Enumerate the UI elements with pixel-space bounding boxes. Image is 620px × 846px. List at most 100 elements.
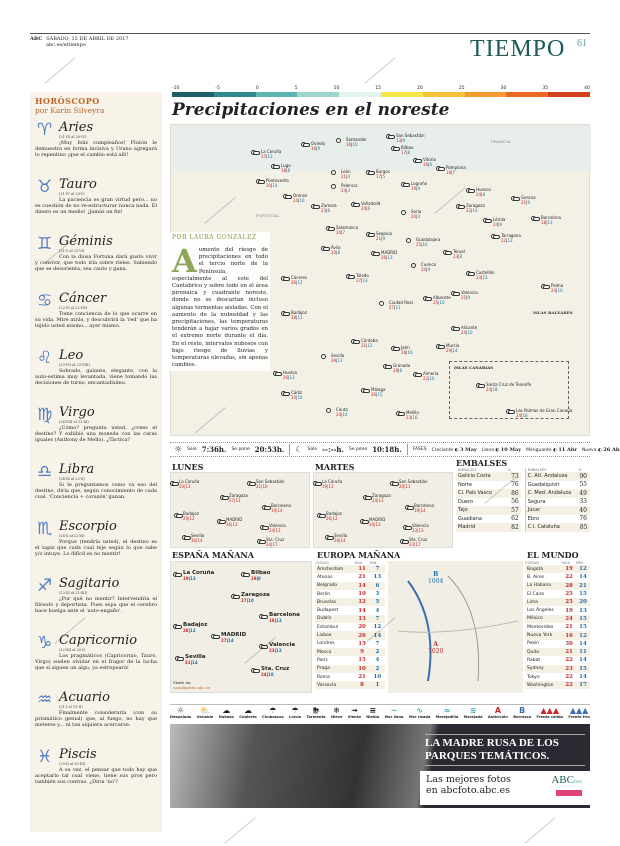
- cloud-shape: [513, 197, 520, 201]
- reservoirs-title: EMBALSES: [456, 458, 508, 468]
- city-temps: 29|14: [446, 348, 458, 353]
- min-temp: 8: [459, 254, 462, 259]
- map-city: Melilla 23|16: [406, 410, 419, 420]
- city-name: Zamora: [321, 203, 337, 208]
- sign-text: Con la diosa Fortuna dará gusto vivir y …: [35, 254, 157, 273]
- legend-item: A Anticiclón: [488, 706, 508, 722]
- city-name: Belgrado: [315, 581, 355, 590]
- table-row: Londres 15 7: [315, 640, 385, 648]
- scale-tick-label: 5: [294, 86, 298, 91]
- city-name: MADRID: [369, 517, 386, 522]
- partly-cloudy-icon: [456, 204, 465, 209]
- cloud-shape: [258, 180, 265, 184]
- reservoir-pct: 76: [511, 481, 519, 489]
- city-temps: 16|7: [446, 170, 455, 175]
- min-temp: 3: [375, 591, 380, 598]
- min-temp: 7: [375, 640, 380, 647]
- sign-dates: (20-II al 20-III): [59, 762, 86, 766]
- city-name: Sta. Cruz: [261, 666, 290, 672]
- sun-icon: [326, 408, 334, 413]
- sign-name: Sagitario: [59, 576, 120, 591]
- max-temp: 22: [565, 574, 573, 581]
- city-temps: 24|9: [493, 222, 502, 227]
- max-temp: 24: [336, 230, 342, 235]
- horoscope-sign: ♐ Sagitario (23-XI al 21-XII) ¿Por qué no m…: [35, 577, 157, 629]
- city-temps: 13|9: [396, 138, 405, 143]
- partly-cloudy-icon: [251, 150, 260, 155]
- canalmeteo-link[interactable]: canalmeteo.abc.es: [173, 685, 211, 690]
- map-city: Badajoz 28|11: [291, 310, 307, 320]
- legend-item: ≋ Marejada: [464, 706, 483, 722]
- max-temp: 28: [562, 581, 576, 590]
- max-temp: 26: [283, 375, 289, 380]
- moonrise-time: --:--h.: [322, 445, 344, 454]
- phase-name: Nueva: [582, 447, 597, 453]
- scale-tick-label: 10: [333, 86, 340, 91]
- city-name: Córdoba: [361, 338, 378, 343]
- min-temp: 10: [373, 674, 382, 680]
- partly-cloudy-icon: [396, 411, 405, 416]
- legend-label: Anticiclón: [487, 715, 508, 719]
- legend-label: Viento: [347, 715, 361, 719]
- table-row: Rabat 22 14: [525, 656, 590, 664]
- frente-c-lido-icon: ▲▲▲: [540, 706, 559, 715]
- scale-segment: [297, 92, 340, 97]
- city-temps: 22|13: [501, 238, 513, 243]
- map-city: Orense 24|10: [293, 193, 307, 203]
- city-temps: 29|13: [331, 358, 343, 363]
- partly-cloudy-icon: [403, 525, 412, 530]
- table-row: Madrid 82: [456, 523, 521, 532]
- cloud-shape: [393, 347, 400, 351]
- city-name: Sta. Cruz: [266, 537, 285, 542]
- max-temp: 21: [358, 574, 366, 581]
- city-temps: 24|10: [461, 330, 473, 335]
- abcfoto-advert[interactable]: LA MADRE RUSA DE LOS PARQUES TEMÁTICOS. …: [170, 724, 590, 808]
- max-temp: 24: [562, 614, 576, 624]
- min-temp: 13: [507, 238, 513, 243]
- min-temp: 12: [373, 624, 382, 631]
- partly-cloudy-icon: [311, 204, 320, 209]
- table-row: Cl. País Vasco 86: [456, 489, 521, 498]
- partly-cloudy-icon: [173, 572, 182, 577]
- city-name: Valencia: [269, 642, 296, 648]
- city-temps: 21|9: [376, 236, 385, 241]
- max-temp: 29: [446, 348, 452, 353]
- brand: ABC: [30, 36, 43, 42]
- city-name: Murcia: [446, 343, 460, 348]
- partly-cloudy-icon: [511, 196, 520, 201]
- reservoir-pct: 56: [511, 498, 519, 506]
- column-header: CIUDAD: [315, 561, 329, 565]
- legend-label: Marejada: [463, 715, 483, 719]
- city-temps: 21|10: [256, 484, 268, 489]
- legend-item: ❄ Nieve: [331, 706, 342, 722]
- city-temps: 28|8: [393, 368, 402, 373]
- table-row: Dublín 13 7: [315, 614, 385, 624]
- city-name: Orense: [293, 193, 308, 198]
- mini-city: Sta. Cruz 23|17: [409, 537, 427, 547]
- label-canarias: ISLAS CANARIAS: [454, 365, 494, 370]
- city-temps: 24|18: [486, 387, 498, 392]
- max-temp: 25: [565, 591, 573, 598]
- city-name: Ávila: [331, 245, 341, 250]
- sign-name: Acuario: [59, 690, 110, 705]
- escorpio-glyph-icon: ♏: [37, 519, 53, 539]
- tuesday-title: MARTES: [315, 462, 355, 472]
- min-temp: 13: [373, 574, 382, 581]
- map-city: Lugo 18|8: [281, 163, 291, 173]
- city-name: Zaragoza: [229, 493, 248, 498]
- min-temp: 10: [439, 300, 445, 305]
- city-temps: 26|15: [371, 392, 383, 397]
- mini-city: Sevilla 30|14: [191, 533, 204, 543]
- min-temp: 10: [352, 142, 358, 147]
- cloud-shape: [353, 203, 360, 207]
- city-name: Santa Cruz de Tenerife: [486, 382, 532, 387]
- spain-city: Sevilla 31|14: [185, 654, 206, 666]
- min-temp: 13: [276, 648, 282, 653]
- max-temp: 16: [346, 142, 352, 147]
- city-name: Ceuta: [336, 407, 348, 412]
- max-temp: 13: [354, 614, 370, 624]
- min-temp: 13: [337, 358, 343, 363]
- max-temp: 21: [562, 647, 576, 657]
- min-temp: 9: [402, 138, 405, 143]
- partly-cloudy-icon: [436, 344, 445, 349]
